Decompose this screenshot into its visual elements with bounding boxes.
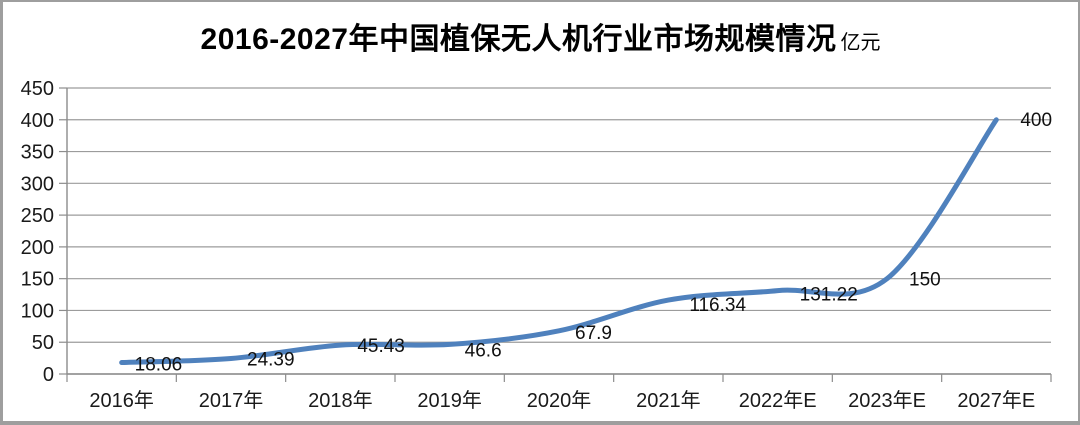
data-label: 150: [909, 270, 941, 291]
x-tick-label: 2016年: [89, 389, 154, 412]
y-tick-label: 400: [21, 110, 54, 132]
y-tick-label: 450: [21, 78, 54, 100]
chart-title-unit: 亿元: [840, 32, 881, 54]
data-label: 24.39: [247, 349, 295, 370]
series-line: [119, 117, 999, 366]
y-tick-label: 150: [21, 269, 54, 291]
y-tick-label: 200: [21, 237, 54, 259]
y-tick-label: 350: [21, 142, 54, 164]
data-label: 46.6: [465, 340, 502, 361]
x-tick-label: 2020年: [527, 389, 592, 412]
chart-title-text: 2016-2027年中国植保无人机行业市场规模情况: [200, 23, 837, 56]
y-tick-label: 50: [32, 332, 54, 354]
x-tick-label: 2018年: [308, 389, 373, 412]
data-label: 131.22: [800, 285, 858, 306]
x-tick-label: 2017年: [199, 389, 264, 412]
y-tick-label: 250: [21, 205, 54, 227]
chart-title: 2016-2027年中国植保无人机行业市场规模情况 亿元: [3, 14, 1078, 58]
line-chart: 0 50 100 150 200 250 300 350 400 450 2016年 2017年 201…: [21, 78, 1052, 412]
y-tick-label: 100: [21, 300, 54, 322]
data-label: 400: [1020, 110, 1052, 131]
data-label: 45.43: [357, 336, 405, 357]
x-tick-label: 2021年: [636, 389, 701, 412]
x-tick-label: 2022年E: [739, 389, 817, 412]
y-tick-label: 300: [21, 173, 54, 195]
y-tick-label: 0: [43, 364, 54, 386]
data-label: 18.06: [135, 355, 183, 376]
x-tick-label: 2019年: [417, 389, 482, 412]
data-label: 67.9: [575, 323, 612, 344]
x-tick-label: 2027年E: [957, 389, 1035, 412]
data-label: 116.34: [689, 295, 746, 316]
x-tick-label: 2023年E: [848, 389, 926, 412]
